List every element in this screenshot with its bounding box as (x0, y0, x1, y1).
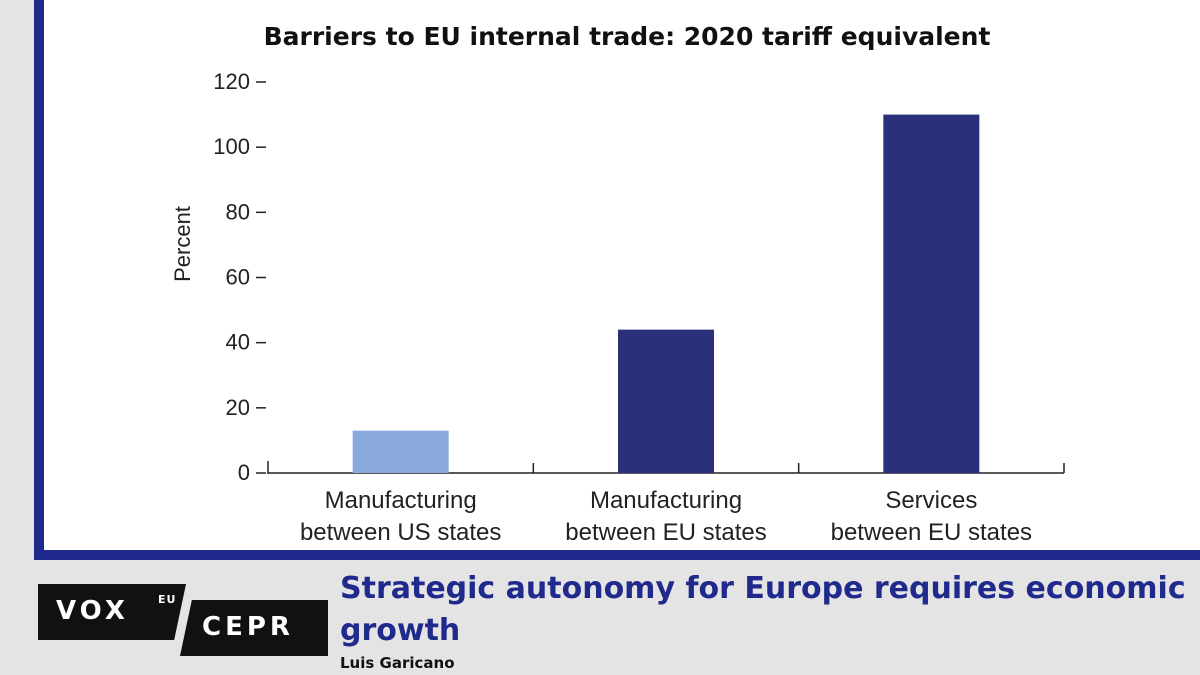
article-title[interactable]: Strategic autonomy for Europe requires e… (340, 571, 1186, 648)
x-tick-label: Manufacturing (325, 487, 477, 514)
y-tick-label: 120 (213, 69, 250, 94)
chart-frame: Barriers to EU internal trade: 2020 tari… (34, 0, 1200, 560)
bar-chart: Barriers to EU internal trade: 2020 tari… (170, 22, 1065, 546)
y-tick-label: 40 (226, 330, 250, 355)
chart-title: Barriers to EU internal trade: 2020 tari… (264, 22, 991, 51)
y-tick-label: 0 (238, 460, 250, 485)
x-tick-label: Manufacturing (590, 487, 742, 514)
axes: 0 20 40 60 80 100 120 (213, 69, 1065, 485)
y-tick-label: 60 (226, 265, 250, 290)
eu-logo-text: EU (158, 593, 177, 606)
x-tick-label: between EU states (831, 519, 1032, 546)
x-tick-label: between US states (300, 519, 501, 546)
x-tick-label: Services (885, 487, 977, 514)
category-labels: Manufacturing between US states Manufactur… (300, 487, 1032, 546)
x-tick-label: between EU states (565, 519, 766, 546)
bars (352, 114, 980, 473)
author-name[interactable]: Luis Garicano (340, 654, 455, 672)
cepr-logo[interactable]: CEPR (180, 600, 328, 656)
y-tick-label: 80 (226, 199, 250, 224)
bar (352, 430, 449, 473)
y-axis-title: Percent (170, 206, 195, 282)
bar (618, 329, 714, 473)
voxeu-logo[interactable]: VOX EU (38, 584, 186, 640)
y-tick-label: 20 (226, 395, 250, 420)
y-tick-label: 100 (213, 134, 250, 159)
vox-logo-text: VOX (56, 596, 129, 626)
cepr-logo-text: CEPR (202, 612, 294, 642)
bar (883, 114, 980, 473)
